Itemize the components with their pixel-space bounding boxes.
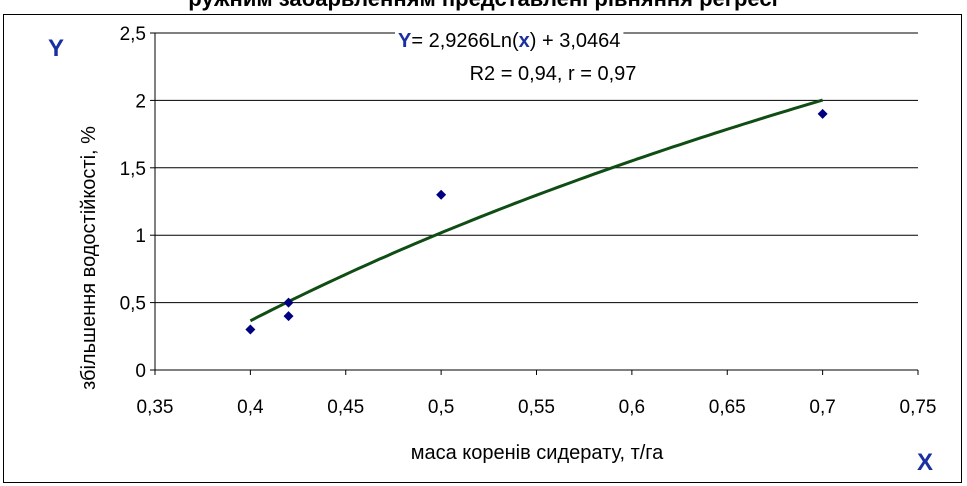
trendline-group	[249, 98, 824, 323]
x-axis-corner-label: X	[917, 449, 933, 476]
x-tick-label: 0,7	[809, 397, 835, 418]
data-point	[245, 324, 256, 335]
x-tick-label: 0,55	[518, 397, 555, 418]
data-point	[817, 108, 828, 119]
x-tick-label: 0,65	[709, 397, 746, 418]
equation-background	[395, 30, 624, 52]
x-tick-label: 0,4	[237, 397, 264, 418]
chart-border	[3, 14, 962, 483]
x-tick-label: 0,35	[137, 397, 174, 418]
y-tick-label: 1	[135, 226, 146, 247]
equation-x-symbol: x	[519, 30, 530, 52]
data-point	[283, 311, 294, 322]
x-axis-title: маса коренів сидерату, т/га	[411, 442, 664, 464]
y-tick-label: 2,5	[120, 24, 146, 45]
data-point	[283, 297, 294, 308]
y-tick-label: 0,5	[120, 294, 146, 315]
tick-labels: 0 0,5 1 1,5 2 2,5 0,35 0,4 0,45 0,5 0,55 0,6 0,65 0,7…	[120, 24, 937, 418]
axes	[150, 32, 919, 375]
x-tick-label: 0,75	[900, 397, 937, 418]
header-fragment: ружним забарвленням представлені рівнянн…	[188, 0, 777, 11]
x-tick-label: 0,45	[327, 397, 364, 418]
y-tick-label: 0	[135, 361, 146, 382]
regression-equation: Y= 2,9266Ln(x) + 3,0464	[398, 30, 620, 52]
y-tick-label: 2	[135, 91, 146, 112]
data-point	[436, 189, 447, 200]
y-axis-corner-label: Y	[48, 35, 64, 62]
x-tick-label: 0,5	[428, 397, 454, 418]
y-axis-title: збільшення водостійкості, %	[78, 126, 100, 390]
regression-stats: R2 = 0,94, r = 0,97	[470, 63, 637, 85]
equation-y-symbol: Y	[398, 30, 412, 52]
equation-part1: = 2,9266Ln(	[411, 30, 519, 52]
y-tick-label: 1,5	[120, 159, 146, 180]
trendline	[249, 98, 824, 323]
equation-part2: ) + 3,0464	[530, 30, 621, 52]
data-points	[245, 108, 828, 335]
x-tick-label: 0,6	[619, 397, 645, 418]
